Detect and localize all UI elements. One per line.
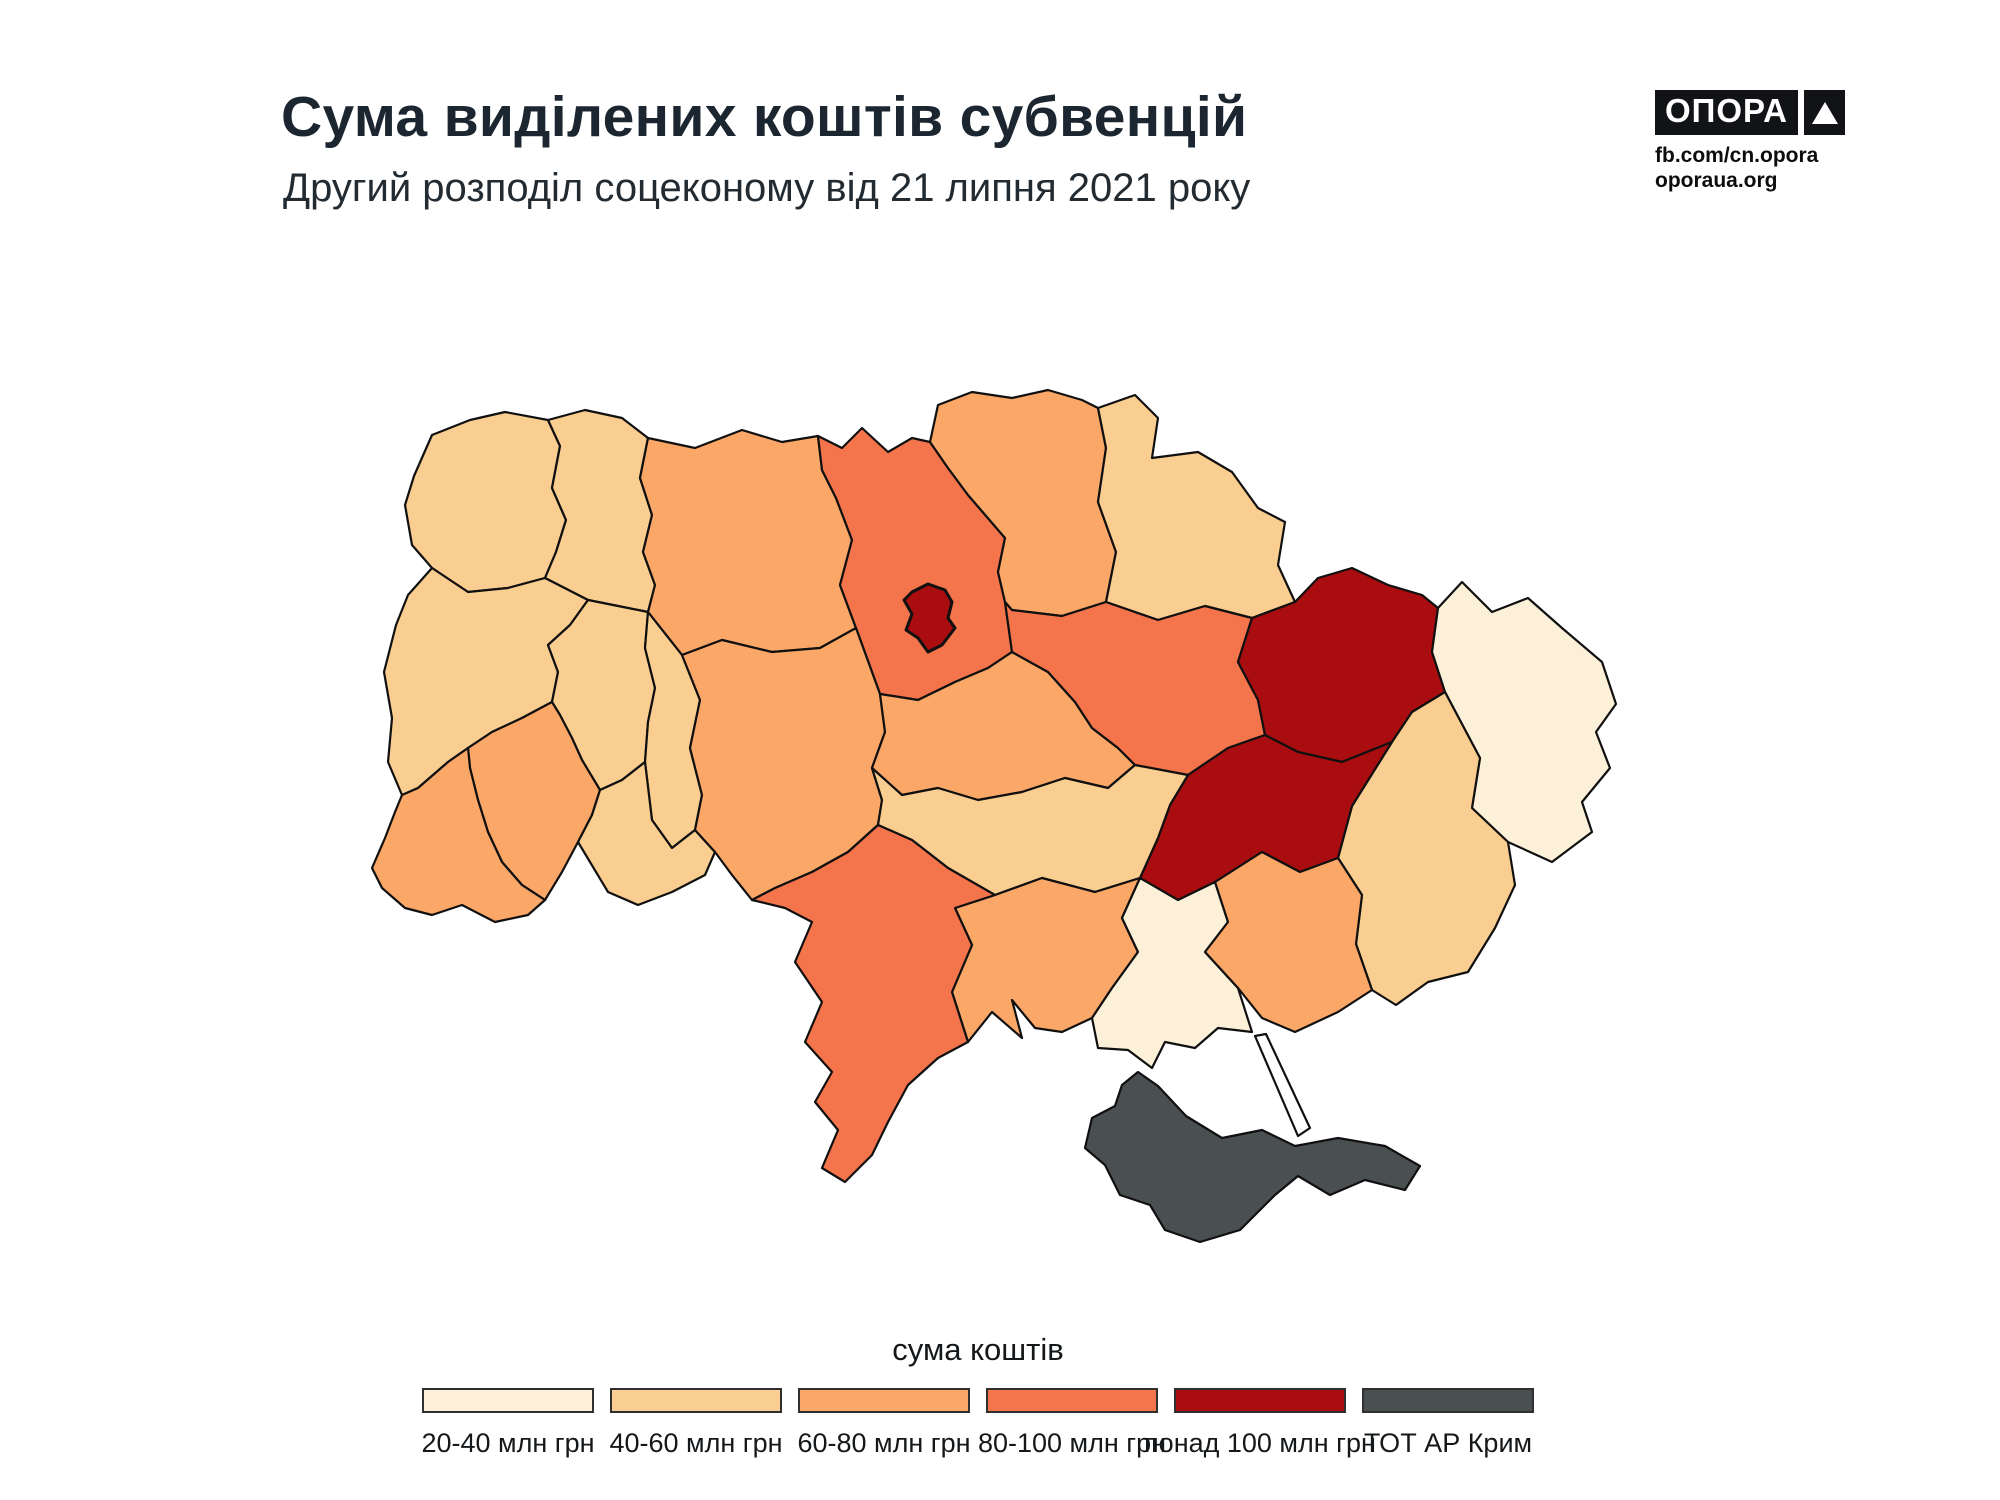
- legend-label-4: понад 100 млн грн: [1144, 1428, 1376, 1458]
- legend-label-2: 60-80 млн грн: [797, 1428, 971, 1458]
- opora-logo-mark: [1804, 90, 1845, 135]
- region-zaporizhzhia: [1203, 850, 1374, 1034]
- opora-wordmark: ОПОРА: [1655, 90, 1798, 135]
- legend-item-5: ТОТ АР Крим: [1362, 1388, 1534, 1459]
- region-rivne: [543, 408, 657, 614]
- logo-link-website: oporaua.org: [1655, 168, 1778, 192]
- legend-label-5: ТОТ АР Крим: [1363, 1428, 1533, 1458]
- legend-swatch-2: [798, 1388, 970, 1413]
- legend-item-2: 60-80 млн грн: [797, 1388, 971, 1459]
- page-title: Сума виділених коштів субвенцій: [281, 85, 1248, 149]
- legend-label-0: 20-40 млн грн: [421, 1428, 595, 1458]
- oblast-regions: [370, 388, 1618, 1244]
- page-subtitle: Другий розподіл соцеконому від 21 липня …: [283, 166, 1251, 210]
- legend-swatch-5: [1362, 1388, 1534, 1413]
- region-chernivtsi: [576, 760, 717, 907]
- opora-logo-row: ОПОРА: [1655, 90, 1845, 135]
- region-zakarpattia: [370, 746, 547, 924]
- region-kyiv-city: [902, 582, 957, 654]
- legend-title: сума коштів: [892, 1332, 1064, 1367]
- logo-link-facebook: fb.com/cn.opora: [1655, 144, 1819, 167]
- arabat-spit: [1253, 1032, 1312, 1138]
- legend-item-4: понад 100 млн грн: [1144, 1388, 1376, 1459]
- legend-swatch-0: [422, 1388, 594, 1413]
- legend-swatch-4: [1174, 1388, 1346, 1413]
- region-crimea: [1083, 1070, 1422, 1244]
- logo-links: fb.com/cn.opora oporaua.org: [1655, 144, 1845, 194]
- triangle-icon: [1811, 101, 1838, 124]
- legend-swatch-3: [986, 1388, 1158, 1413]
- region-odesa: [750, 823, 997, 1184]
- legend-label-1: 40-60 млн грн: [609, 1428, 783, 1458]
- legend-items: 20-40 млн грн 40-60 млн грн 60-80 млн грн 8…: [421, 1388, 1534, 1459]
- legend-item-1: 40-60 млн грн: [609, 1388, 783, 1459]
- legend-swatch-1: [610, 1388, 782, 1413]
- opora-logo: ОПОРА fb.com/cn.opora oporaua.org: [1655, 90, 1845, 194]
- legend-item-3: 80-100 млн грн: [978, 1388, 1166, 1459]
- legend-item-0: 20-40 млн грн: [421, 1388, 595, 1459]
- legend: сума коштів 20-40 млн грн 40-60 млн грн 60…: [421, 1332, 1534, 1459]
- region-sumy: [1096, 393, 1297, 622]
- region-volyn: [403, 410, 568, 594]
- legend-label-3: 80-100 млн грн: [977, 1428, 1167, 1458]
